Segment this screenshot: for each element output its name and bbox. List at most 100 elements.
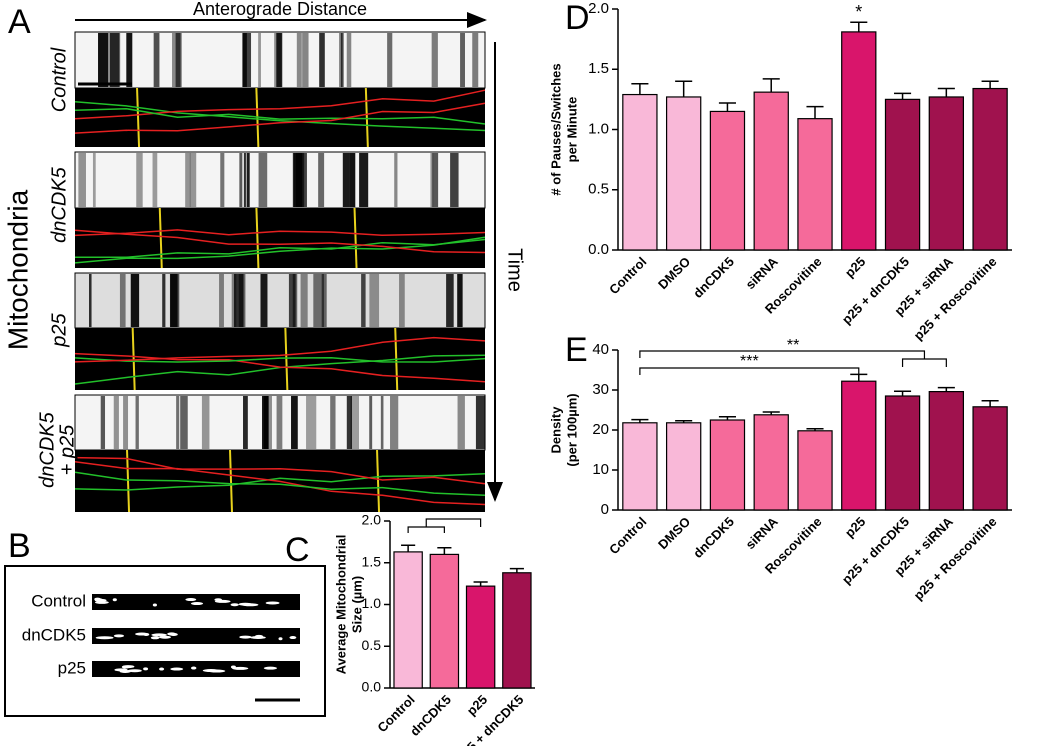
kymograph-stripe <box>321 274 327 327</box>
kymograph-stripe <box>296 153 307 207</box>
error-bar <box>937 87 955 97</box>
trace <box>74 229 486 254</box>
kymograph-stripe <box>288 274 296 327</box>
kymograph-stripe <box>369 396 373 449</box>
error-bar <box>718 416 736 420</box>
kymograph-stripe <box>342 153 350 207</box>
row-label: Control <box>31 591 86 610</box>
error-bar <box>631 418 649 423</box>
bar <box>622 422 658 511</box>
kymograph-stripe <box>262 396 272 449</box>
kymograph-stripe <box>276 33 283 87</box>
trace <box>136 87 141 148</box>
row-label: p25 <box>48 312 70 347</box>
kymograph-stripe <box>276 396 283 449</box>
error-bar <box>894 92 912 100</box>
mito <box>143 667 149 671</box>
mito <box>94 598 104 602</box>
bar <box>429 553 460 689</box>
kymograph-stripe <box>350 396 360 449</box>
kymograph-stripe <box>239 153 243 207</box>
kymograph-stripe <box>258 153 268 207</box>
trace <box>364 87 369 148</box>
mito <box>214 598 222 602</box>
kymograph-stripe <box>130 274 140 327</box>
kymograph-stripe <box>220 153 225 207</box>
mito <box>159 635 171 639</box>
error-bar <box>762 411 780 415</box>
kymograph <box>74 272 486 329</box>
error-bar <box>675 420 693 423</box>
kymograph-stripe <box>152 153 158 207</box>
bar <box>797 430 833 511</box>
error-bar <box>718 102 736 112</box>
kymograph-stripe <box>119 274 126 327</box>
error-bar <box>401 544 416 552</box>
bar <box>665 422 702 511</box>
kymograph-stripe <box>201 396 210 449</box>
y-axis-label: # of Pauses/Switches <box>548 63 563 195</box>
bar <box>465 585 496 689</box>
panel-frame <box>4 565 326 717</box>
y-axis-label: Density <box>548 406 563 454</box>
kymograph-stripe <box>369 274 380 327</box>
mito <box>241 603 259 607</box>
trace <box>74 89 486 120</box>
kymograph-stripe <box>399 274 405 327</box>
error-bar <box>850 373 868 382</box>
mito <box>170 667 184 671</box>
micrograph <box>92 628 300 644</box>
y-tick-label: 1.0 <box>588 120 609 137</box>
kymograph-stripe <box>135 396 139 449</box>
kymograph-stripe <box>380 396 384 449</box>
row-label: + p25 <box>56 424 78 475</box>
kymograph-stripe <box>361 274 366 327</box>
significance: * <box>855 2 862 22</box>
bar <box>622 93 658 251</box>
mito <box>265 601 280 605</box>
y-axis-label: Time <box>504 248 526 292</box>
panel-label: C <box>285 531 310 569</box>
trace-box <box>75 208 485 268</box>
x-axis-label: Anterograde Distance <box>193 0 367 19</box>
trace <box>75 238 486 259</box>
row-label: dnCDK5 <box>36 411 58 487</box>
trace <box>74 352 486 383</box>
kymograph-stripe <box>296 33 302 87</box>
row-label: Control <box>48 47 70 112</box>
error-bar <box>437 546 452 555</box>
side-label: Mitochondria <box>2 189 33 350</box>
kymograph-stripe <box>234 274 244 327</box>
y-tick-label: 30 <box>592 381 609 398</box>
y-tick-label: 0 <box>601 501 609 518</box>
mito <box>113 634 125 638</box>
kymograph-stripe <box>136 153 143 207</box>
error-bar <box>806 105 824 119</box>
bar <box>502 572 532 689</box>
x-tick-label: p25 <box>842 514 868 540</box>
trace <box>376 449 381 513</box>
kymograph-stripe <box>302 33 309 87</box>
bar <box>972 87 1008 251</box>
mito <box>151 633 167 637</box>
kymograph-stripe <box>243 153 246 207</box>
kymograph-stripe <box>387 33 393 87</box>
trace <box>353 207 358 269</box>
mito <box>289 636 297 640</box>
significance: ** <box>787 337 799 354</box>
mito <box>250 636 266 640</box>
kymograph-stripe <box>457 274 463 327</box>
mito <box>167 632 177 636</box>
kymograph-stripe <box>291 396 298 449</box>
bracket <box>407 518 482 533</box>
kymograph-stripe <box>475 396 486 449</box>
kymograph-stripe <box>430 153 434 207</box>
kymograph-stripe <box>390 396 399 449</box>
mito <box>127 669 142 673</box>
mito <box>150 636 160 640</box>
kymograph-stripe <box>450 153 459 207</box>
kymograph-stripe <box>260 274 268 327</box>
kymograph-stripe <box>123 396 129 449</box>
